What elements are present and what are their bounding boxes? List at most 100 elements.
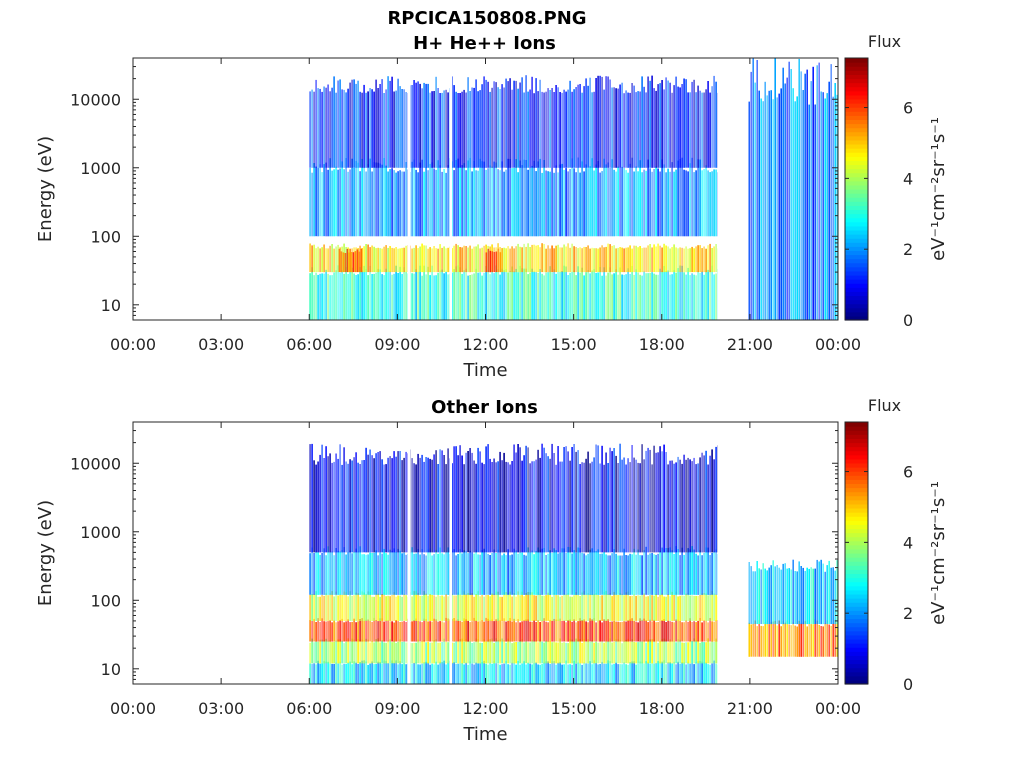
- colorbar-swatch: [845, 189, 868, 194]
- flux-streak: [389, 549, 391, 595]
- flux-streak: [605, 452, 607, 553]
- flux-streak: [507, 638, 509, 664]
- flux-streak: [647, 639, 649, 664]
- flux-streak: [675, 619, 677, 642]
- flux-streak: [703, 662, 705, 684]
- flux-streak: [511, 596, 513, 621]
- flux-streak: [541, 172, 543, 237]
- flux-streak: [601, 171, 603, 237]
- flux-streak: [685, 593, 687, 621]
- flux-streak: [701, 170, 703, 237]
- colorbar-swatch: [845, 643, 868, 648]
- colorbar-swatch: [845, 279, 868, 284]
- flux-streak: [425, 167, 427, 237]
- flux-streak: [351, 267, 353, 320]
- flux-streak: [527, 662, 529, 684]
- flux-streak: [681, 84, 683, 168]
- flux-streak: [641, 661, 643, 684]
- flux-streak: [457, 245, 459, 273]
- colorbar-swatch: [845, 471, 868, 476]
- flux-streak: [385, 464, 387, 553]
- flux-streak: [623, 621, 625, 642]
- flux-streak: [800, 71, 802, 320]
- flux-streak: [447, 642, 449, 664]
- colorbar-swatch: [845, 626, 868, 632]
- flux-streak: [561, 621, 563, 642]
- flux-streak: [798, 561, 800, 624]
- colorbar-swatch: [845, 307, 868, 313]
- flux-streak: [677, 639, 679, 664]
- flux-streak: [541, 548, 543, 595]
- flux-streak: [705, 642, 707, 664]
- flux-streak: [453, 662, 455, 684]
- flux-streak: [437, 160, 439, 237]
- flux-streak: [471, 274, 473, 320]
- y-tick-label: 10: [101, 296, 121, 315]
- flux-streak: [415, 464, 417, 553]
- flux-streak: [337, 663, 339, 684]
- flux-streak: [427, 170, 429, 237]
- flux-streak: [411, 161, 413, 237]
- colorbar-swatch: [845, 671, 868, 677]
- flux-streak: [383, 642, 385, 664]
- flux-streak: [705, 165, 707, 237]
- flux-streak: [341, 464, 343, 553]
- flux-streak: [521, 77, 523, 168]
- flux-streak: [659, 594, 661, 621]
- flux-streak: [643, 86, 645, 168]
- flux-streak: [641, 595, 643, 621]
- flux-streak: [701, 248, 703, 273]
- flux-streak: [465, 92, 467, 168]
- flux-streak: [595, 622, 597, 642]
- flux-streak: [315, 79, 317, 168]
- flux-streak: [517, 642, 519, 664]
- flux-streak: [637, 622, 639, 642]
- flux-streak: [593, 170, 595, 237]
- flux-streak: [367, 244, 369, 273]
- flux-streak: [804, 621, 806, 657]
- flux-streak: [599, 620, 601, 642]
- flux-streak: [593, 269, 595, 320]
- flux-streak: [403, 663, 405, 684]
- flux-streak: [830, 567, 832, 624]
- colorbar-swatch: [845, 426, 868, 431]
- flux-streak: [509, 664, 511, 684]
- flux-streak: [363, 554, 365, 595]
- flux-streak: [349, 622, 351, 642]
- flux-streak: [818, 624, 820, 657]
- colorbar-label: eV⁻¹cm⁻²sr⁻¹s⁻¹: [928, 481, 949, 625]
- flux-streak: [353, 457, 355, 553]
- flux-streak: [403, 267, 405, 320]
- colorbar-swatch: [845, 193, 868, 198]
- flux-streak: [675, 664, 677, 684]
- flux-streak: [371, 661, 373, 684]
- flux-streak: [350, 252, 353, 273]
- flux-streak: [461, 91, 463, 168]
- flux-streak: [437, 272, 439, 320]
- flux-streak: [317, 274, 319, 320]
- colorbar-tick-label: 6: [903, 463, 913, 482]
- flux-streak: [329, 620, 331, 642]
- flux-streak: [537, 161, 539, 237]
- flux-streak: [547, 272, 549, 320]
- flux-streak: [499, 274, 501, 320]
- flux-streak: [473, 460, 475, 553]
- flux-streak: [503, 553, 505, 595]
- flux-streak: [529, 642, 531, 664]
- colorbar-swatch: [845, 103, 868, 108]
- flux-streak: [353, 167, 355, 237]
- flux-streak: [393, 622, 395, 642]
- flux-streak: [479, 642, 481, 664]
- flux-streak: [637, 642, 639, 664]
- flux-streak: [433, 618, 435, 642]
- flux-streak: [431, 642, 433, 664]
- flux-streak: [685, 79, 687, 168]
- colorbar-swatch: [845, 499, 868, 505]
- flux-streak: [832, 567, 834, 624]
- flux-streak: [639, 555, 641, 595]
- flux-streak: [665, 270, 667, 320]
- flux-streak: [537, 245, 539, 273]
- flux-streak: [679, 159, 681, 237]
- flux-streak: [671, 460, 673, 553]
- flux-streak: [333, 248, 335, 273]
